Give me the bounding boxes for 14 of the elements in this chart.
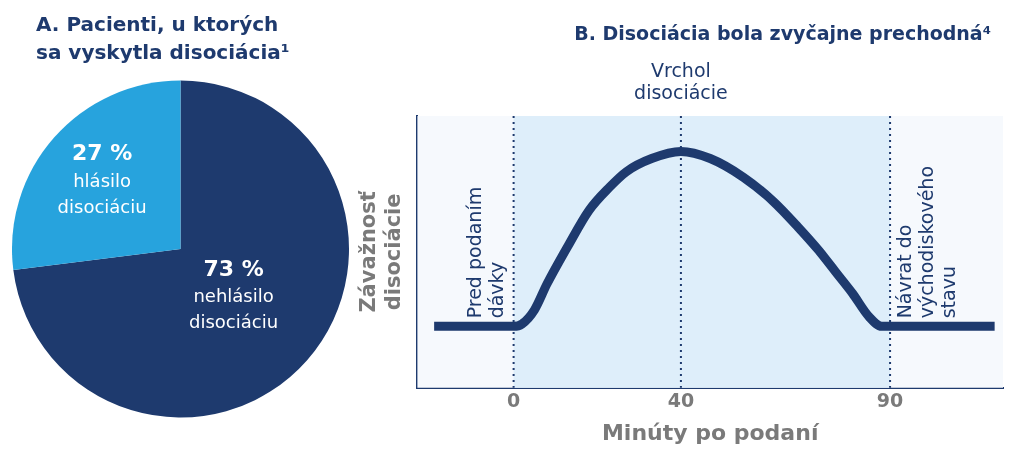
ref-line-label: Pred podaním dávky [462,186,507,319]
x-tick-label: 90 [876,389,904,412]
x-tick-label: 0 [506,389,521,412]
y-axis-title: Závažnosť disociácie [356,190,406,313]
chart-title: A. Pacienti, u ktorých sa vyskytla disociácia¹ [36,11,291,66]
ref-line-label: Návrat do východiskového stavu [893,165,959,319]
x-tick-label: 40 [667,389,695,412]
chart-title: B. Disociácia bola zvyčajne prechodná⁴ [573,21,992,46]
slice-label: nehlásilo disociáciu [189,285,279,333]
data-label: 27 % [71,139,133,165]
x-axis-title: Minúty po podaní [601,419,820,445]
data-label: 73 % [203,255,264,281]
ref-line-label: Vrchol disociácie [634,59,728,104]
slice-label: hlásilo disociáciu [57,169,147,217]
